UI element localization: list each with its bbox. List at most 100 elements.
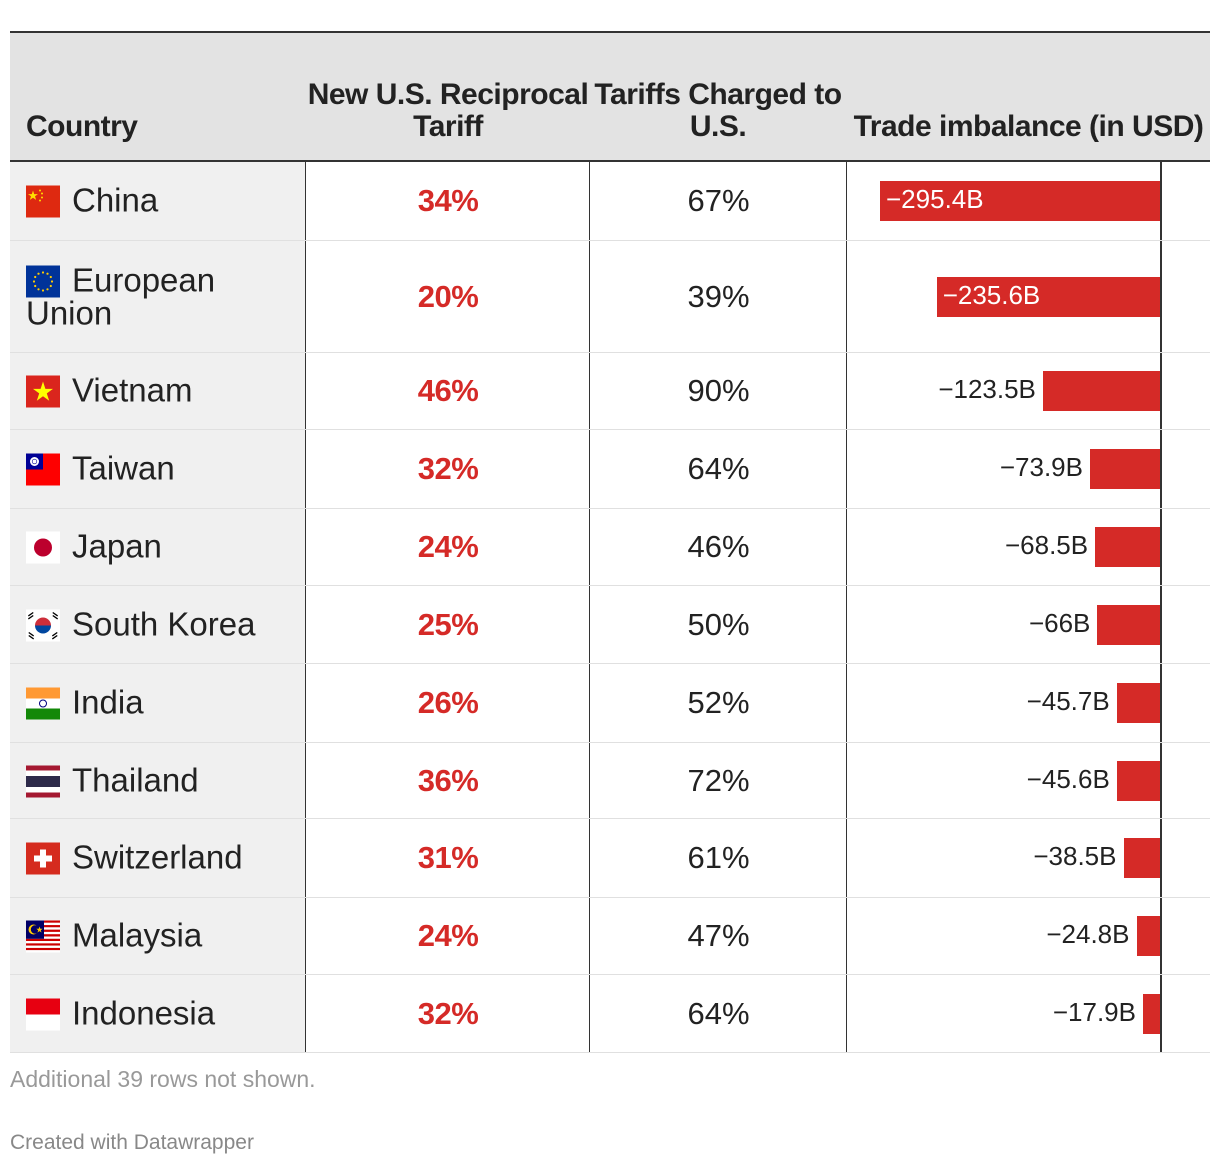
charged-tariff-cell: 90% [591,353,847,429]
charged-tariff-cell: 72% [591,743,847,818]
country-label: Japan [72,527,162,565]
trade-imbalance-bar [936,276,1160,317]
table-top-rule [10,31,1210,33]
country-label: Thailand [72,761,199,798]
country-name: European Union [26,261,297,331]
charged-tariff-cell: 64% [591,430,847,508]
country-label: India [72,683,144,721]
charged-tariff-value: 64% [687,451,750,486]
charged-tariff-value: 39% [687,278,750,314]
bar-zero-axis [1160,743,1162,818]
column-header-trade-label: Trade imbalance (in USD) [853,110,1204,143]
trade-imbalance-label: −45.7B [1026,685,1110,716]
new-tariff-value: 46% [417,373,479,408]
trade-imbalance-label: −38.5B [1033,840,1117,871]
country-label: Taiwan [72,449,175,487]
new-tariff-value: 26% [417,685,479,720]
trade-imbalance-label: −17.9B [1052,996,1136,1027]
trade-imbalance-label: −235.6B [942,279,1041,310]
new-tariff-value: 20% [417,278,479,314]
trade-imbalance-label: −45.6B [1026,763,1110,794]
trade-imbalance-bar [1095,527,1160,567]
table-row: Japan 24% 46% −68.5B [10,509,1210,586]
country-name: Thailand [26,761,297,798]
charged-tariff-cell: 46% [591,509,847,585]
trade-imbalance-label: −295.4B [886,183,984,214]
country-cell: Taiwan [10,430,306,508]
new-tariff-value: 31% [417,840,479,875]
charged-tariff-cell: 61% [591,819,847,897]
trade-imbalance-label: −73.9B [999,451,1083,482]
column-header-trade-imbalance[interactable]: Trade imbalance (in USD) [847,33,1210,160]
charged-tariff-value: 72% [687,762,750,798]
japan-flag-icon [26,531,60,564]
switzerland-flag-icon [26,842,60,875]
country-name: Malaysia [26,919,297,953]
new-tariff-cell: 36% [307,743,590,818]
charged-tariff-cell: 47% [591,898,847,974]
table-row: European Union 20% 39% −235.6B [10,241,1210,353]
table-row: Indonesia 32% 64% −17.9B [10,975,1210,1053]
country-cell: Indonesia [10,975,306,1052]
new-tariff-value: 36% [417,762,479,798]
bar-zero-axis [1160,664,1162,742]
country-label: China [72,181,159,219]
new-tariff-cell: 32% [307,975,590,1052]
charged-tariff-value: 46% [687,529,750,564]
vietnam-flag-icon [26,375,60,408]
indonesia-flag-icon [26,998,60,1030]
column-header-new-tariff-label: New U.S. Reciprocal Tariff [307,78,589,143]
trade-imbalance-bar [880,181,1160,221]
new-tariff-value: 32% [417,995,479,1031]
country-cell: Switzerland [10,819,306,897]
country-cell: European Union [10,241,306,352]
trade-imbalance-cell: −66B [847,586,1210,663]
bar-zero-axis [1160,586,1162,663]
charged-tariff-value: 90% [687,373,750,408]
country-cell: India [10,664,306,742]
column-header-charged[interactable]: Tariffs Charged to U.S. [591,33,845,160]
charged-tariff-cell: 39% [591,241,847,352]
country-label: European Union [26,261,216,331]
country-name: Indonesia [26,994,297,1031]
trade-imbalance-cell: −24.8B [847,898,1210,974]
trade-imbalance-cell: −235.6B [847,241,1210,352]
new-tariff-value: 25% [417,606,479,642]
trade-imbalance-cell: −73.9B [847,430,1210,508]
country-label: Indonesia [72,994,216,1031]
bar-zero-axis [1160,430,1162,508]
table-row: India 26% 52% −45.7B [10,664,1210,743]
trade-imbalance-cell: −38.5B [847,819,1210,897]
country-label: Switzerland [72,838,243,876]
country-label: South Korea [72,605,256,642]
column-header-country[interactable]: Country [26,33,296,160]
country-cell: Malaysia [10,898,306,974]
trade-imbalance-bar [1143,993,1160,1034]
column-header-new-tariff[interactable]: New U.S. Reciprocal Tariff [307,33,589,160]
new-tariff-value: 24% [417,918,479,953]
new-tariff-cell: 24% [307,509,590,585]
trade-imbalance-bar [1116,683,1160,723]
trade-imbalance-label: −24.8B [1046,918,1130,949]
new-tariff-cell: 25% [307,586,590,663]
country-name: Vietnam [26,374,297,408]
charged-tariff-value: 61% [687,840,750,875]
country-name: India [26,683,297,721]
charged-tariff-value: 67% [687,183,750,218]
trade-imbalance-cell: −295.4B [847,162,1210,240]
table-row: Taiwan 32% 64% −73.9B [10,430,1210,509]
new-tariff-cell: 26% [307,664,590,742]
country-name: China [26,181,297,219]
trade-imbalance-bar [1097,604,1160,645]
table-row: Switzerland 31% 61% −38.5B [10,819,1210,898]
trade-imbalance-bar [1123,838,1160,878]
new-tariff-value: 34% [417,183,479,218]
column-header-charged-label: Tariffs Charged to U.S. [594,78,842,143]
trade-imbalance-cell: −17.9B [847,975,1210,1052]
country-cell: Thailand [10,743,306,818]
charged-tariff-value: 64% [687,995,750,1031]
new-tariff-value: 32% [417,451,479,486]
eu-flag-icon [26,265,60,297]
country-cell: South Korea [10,586,306,663]
charged-tariff-cell: 50% [591,586,847,663]
